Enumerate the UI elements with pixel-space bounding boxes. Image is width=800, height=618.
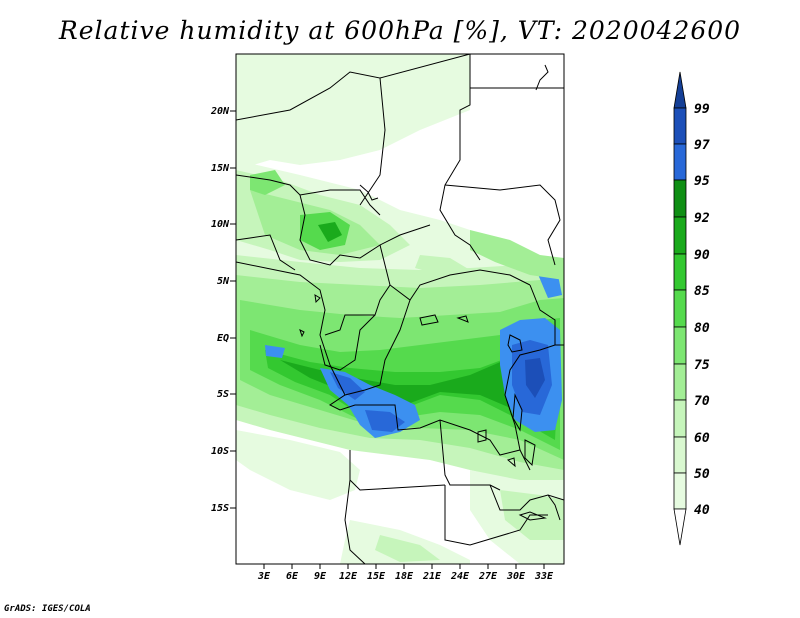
lon-label-3e: 3E xyxy=(257,571,271,582)
lon-axis xyxy=(263,564,545,569)
lat-axis xyxy=(230,110,236,509)
lon-label-33e: 33E xyxy=(534,571,554,582)
colorbar-segment-95-97 xyxy=(673,143,687,181)
colorbar-label-85: 85 xyxy=(694,284,710,299)
map-title: Relative humidity at 600hPa [%], VT: 202… xyxy=(58,16,742,45)
colorbar-segment-50-60 xyxy=(673,436,687,474)
colorbar-label-99: 99 xyxy=(694,102,710,117)
colorbar-label-50: 50 xyxy=(694,467,710,482)
lon-label-9e: 9E xyxy=(314,571,327,582)
colorbar xyxy=(673,71,687,546)
lat-label-10s: 10S xyxy=(211,446,229,457)
colorbar-label-97: 97 xyxy=(694,138,710,153)
colorbar-label-80: 80 xyxy=(694,321,710,336)
map-frame xyxy=(235,53,565,565)
lat-label-5n: 5N xyxy=(217,276,230,287)
colorbar-segment-75-80 xyxy=(673,326,687,365)
lat-label-20n: 20N xyxy=(210,106,230,117)
lon-label-6e: 6E xyxy=(286,571,299,582)
lat-label-15n: 15N xyxy=(211,163,230,174)
colorbar-bottom-arrow xyxy=(673,508,687,546)
lon-label-24e: 24E xyxy=(450,571,470,582)
country-borders xyxy=(236,54,564,564)
colorbar-segment-92-95 xyxy=(673,179,687,218)
colorbar-label-90: 90 xyxy=(694,248,710,263)
colorbar-label-60: 60 xyxy=(694,431,710,446)
colorbar-label-40: 40 xyxy=(694,503,710,518)
colorbar-label-92: 92 xyxy=(694,211,710,226)
lon-label-18e: 18E xyxy=(395,571,414,582)
colorbar-segment-60-70 xyxy=(673,399,687,438)
colorbar-label-95: 95 xyxy=(694,174,710,189)
lon-label-21e: 21E xyxy=(422,571,442,582)
humidity-shading xyxy=(236,54,564,564)
lat-label-eq: EQ xyxy=(217,333,229,344)
colorbar-label-75: 75 xyxy=(694,358,710,373)
colorbar-segment-80-85 xyxy=(673,289,687,328)
lon-label-30e: 30E xyxy=(506,571,526,582)
lon-label-15e: 15E xyxy=(367,571,386,582)
lon-label-27e: 27E xyxy=(478,571,498,582)
colorbar-top-arrow xyxy=(673,71,687,109)
lat-label-10n: 10N xyxy=(211,219,230,230)
grads-credit: GrADS: IGES/COLA xyxy=(4,604,91,614)
colorbar-segment-90-92 xyxy=(673,216,687,255)
lat-label-5s: 5S xyxy=(217,389,229,400)
colorbar-segment-70-75 xyxy=(673,363,687,401)
colorbar-segment-97-99 xyxy=(673,107,687,145)
colorbar-label-70: 70 xyxy=(694,394,710,409)
colorbar-segment-85-90 xyxy=(673,253,687,291)
lon-label-12e: 12E xyxy=(339,571,358,582)
colorbar-segment-40-50 xyxy=(673,472,687,510)
lat-label-15s: 15S xyxy=(211,503,229,514)
